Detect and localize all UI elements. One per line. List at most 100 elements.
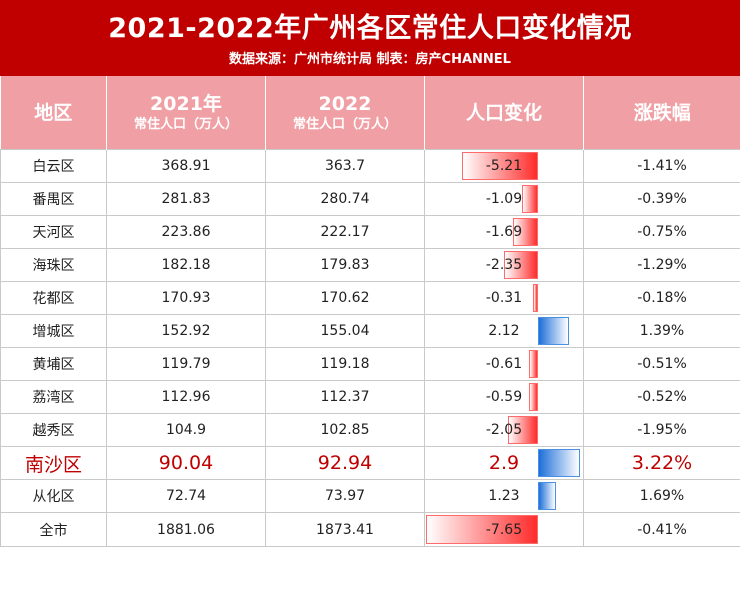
cell-rate-value: -1.95% [637, 422, 687, 438]
cell-pop2022: 102.85 [265, 413, 425, 447]
cell-pop2022-value: 179.83 [320, 257, 370, 273]
cell-district-value: 花都区 [32, 291, 75, 307]
cell-pop2021-value: 104.9 [165, 422, 207, 438]
cell-change-value: 2.9 [488, 452, 520, 474]
table-row: 花都区 170.93 170.62 -0.31 -0.18% [0, 281, 740, 315]
header-change-label: 人口变化 [465, 101, 542, 124]
cell-pop2021: 90.04 [106, 446, 266, 480]
cell-change-value: -0.31 [485, 290, 523, 306]
cell-rate: -0.75% [583, 215, 740, 249]
cell-pop2022: 280.74 [265, 182, 425, 216]
page-title: 2021-2022年广州各区常住人口变化情况 [108, 13, 632, 44]
cell-rate: 1.39% [583, 314, 740, 348]
cell-rate: -1.95% [583, 413, 740, 447]
header-change: 人口变化 [424, 76, 584, 150]
cell-pop2021: 182.18 [106, 248, 266, 282]
cell-pop2021-value: 281.83 [161, 191, 211, 207]
cell-rate-value: -1.29% [637, 257, 687, 273]
cell-district: 南沙区 [0, 446, 107, 480]
header-rate-label: 涨跌幅 [633, 101, 691, 124]
negative-change-bar [513, 218, 538, 246]
cell-district-value: 番禺区 [32, 192, 75, 208]
cell-rate: -0.52% [583, 380, 740, 414]
cell-change-value: -0.59 [485, 389, 523, 405]
cell-district-value: 从化区 [32, 489, 75, 505]
cell-pop2021: 1881.06 [106, 512, 266, 547]
cell-rate-value: -1.41% [637, 158, 687, 174]
cell-district-value: 全市 [39, 522, 68, 539]
cell-district: 花都区 [0, 281, 107, 315]
cell-pop2022-value: 1873.41 [316, 521, 374, 538]
cell-rate: -0.51% [583, 347, 740, 381]
cell-district-value: 南沙区 [24, 453, 82, 476]
cell-rate: 1.69% [583, 479, 740, 513]
cell-pop2022: 73.97 [265, 479, 425, 513]
table-body: 白云区 368.91 363.7 -5.21 -1.41% 番禺区 281.83 280.74… [0, 149, 740, 547]
positive-change-bar [538, 449, 580, 477]
cell-district: 增城区 [0, 314, 107, 348]
cell-district-value: 越秀区 [32, 423, 75, 439]
cell-district: 番禺区 [0, 182, 107, 216]
table-row: 增城区 152.92 155.04 2.12 1.39% [0, 314, 740, 348]
cell-district: 越秀区 [0, 413, 107, 447]
cell-district: 全市 [0, 512, 107, 547]
population-table: 地区 2021年 常住人口（万人） 2022 常住人口（万人） 人口变化 涨跌幅… [0, 76, 740, 547]
cell-pop2022-value: 73.97 [324, 488, 366, 504]
cell-pop2022: 155.04 [265, 314, 425, 348]
cell-district-value: 荔湾区 [32, 390, 75, 406]
cell-pop2022: 222.17 [265, 215, 425, 249]
cell-rate-value: -0.18% [637, 290, 687, 306]
cell-district: 从化区 [0, 479, 107, 513]
cell-district: 天河区 [0, 215, 107, 249]
cell-pop2022: 92.94 [265, 446, 425, 480]
cell-pop2022-value: 112.37 [320, 389, 370, 405]
cell-rate-value: -0.51% [637, 356, 687, 372]
cell-pop2022: 1873.41 [265, 512, 425, 547]
negative-change-bar [522, 185, 538, 213]
cell-pop2022-value: 102.85 [320, 422, 370, 438]
header-district-label: 地区 [34, 101, 73, 124]
cell-district-value: 增城区 [32, 324, 75, 340]
cell-district-value: 天河区 [32, 225, 75, 241]
table-row: 白云区 368.91 363.7 -5.21 -1.41% [0, 149, 740, 183]
cell-change: 1.23 [424, 479, 584, 513]
cell-change-value: 2.12 [488, 323, 520, 339]
header-2022-year: 2022 [318, 92, 372, 115]
cell-rate-value: -0.39% [637, 191, 687, 207]
cell-pop2022-value: 363.7 [324, 158, 366, 174]
cell-pop2021-value: 112.96 [161, 389, 211, 405]
cell-change: -2.05 [424, 413, 584, 447]
cell-pop2021-value: 368.91 [161, 158, 211, 174]
cell-pop2021: 368.91 [106, 149, 266, 183]
cell-change-value: -0.61 [485, 356, 523, 372]
cell-change: -2.35 [424, 248, 584, 282]
cell-pop2022: 119.18 [265, 347, 425, 381]
cell-pop2021-value: 152.92 [161, 323, 211, 339]
cell-change: -0.61 [424, 347, 584, 381]
cell-change-value: -1.09 [485, 191, 523, 207]
cell-district: 黄埔区 [0, 347, 107, 381]
cell-change-value: -2.05 [485, 422, 523, 438]
negative-change-bar [426, 515, 538, 544]
cell-pop2021: 72.74 [106, 479, 266, 513]
cell-rate: -0.41% [583, 512, 740, 547]
cell-rate: -1.29% [583, 248, 740, 282]
header-2021-unit: 常住人口（万人） [133, 116, 238, 132]
cell-change: -1.09 [424, 182, 584, 216]
cell-change: -7.65 [424, 512, 584, 547]
cell-change: -1.69 [424, 215, 584, 249]
negative-change-bar [529, 350, 538, 378]
header-2022: 2022 常住人口（万人） [265, 76, 425, 150]
table-row: 番禺区 281.83 280.74 -1.09 -0.39% [0, 182, 740, 216]
cell-pop2021-value: 182.18 [161, 257, 211, 273]
cell-change: -5.21 [424, 149, 584, 183]
cell-pop2021: 112.96 [106, 380, 266, 414]
cell-pop2022-value: 92.94 [317, 452, 373, 474]
negative-change-bar [529, 383, 538, 411]
table-row: 南沙区 90.04 92.94 2.9 3.22% [0, 446, 740, 480]
table-row: 从化区 72.74 73.97 1.23 1.69% [0, 479, 740, 513]
cell-change: -0.31 [424, 281, 584, 315]
header-2021: 2021年 常住人口（万人） [106, 76, 266, 150]
cell-pop2021: 223.86 [106, 215, 266, 249]
header-2022-unit: 常住人口（万人） [292, 116, 397, 132]
